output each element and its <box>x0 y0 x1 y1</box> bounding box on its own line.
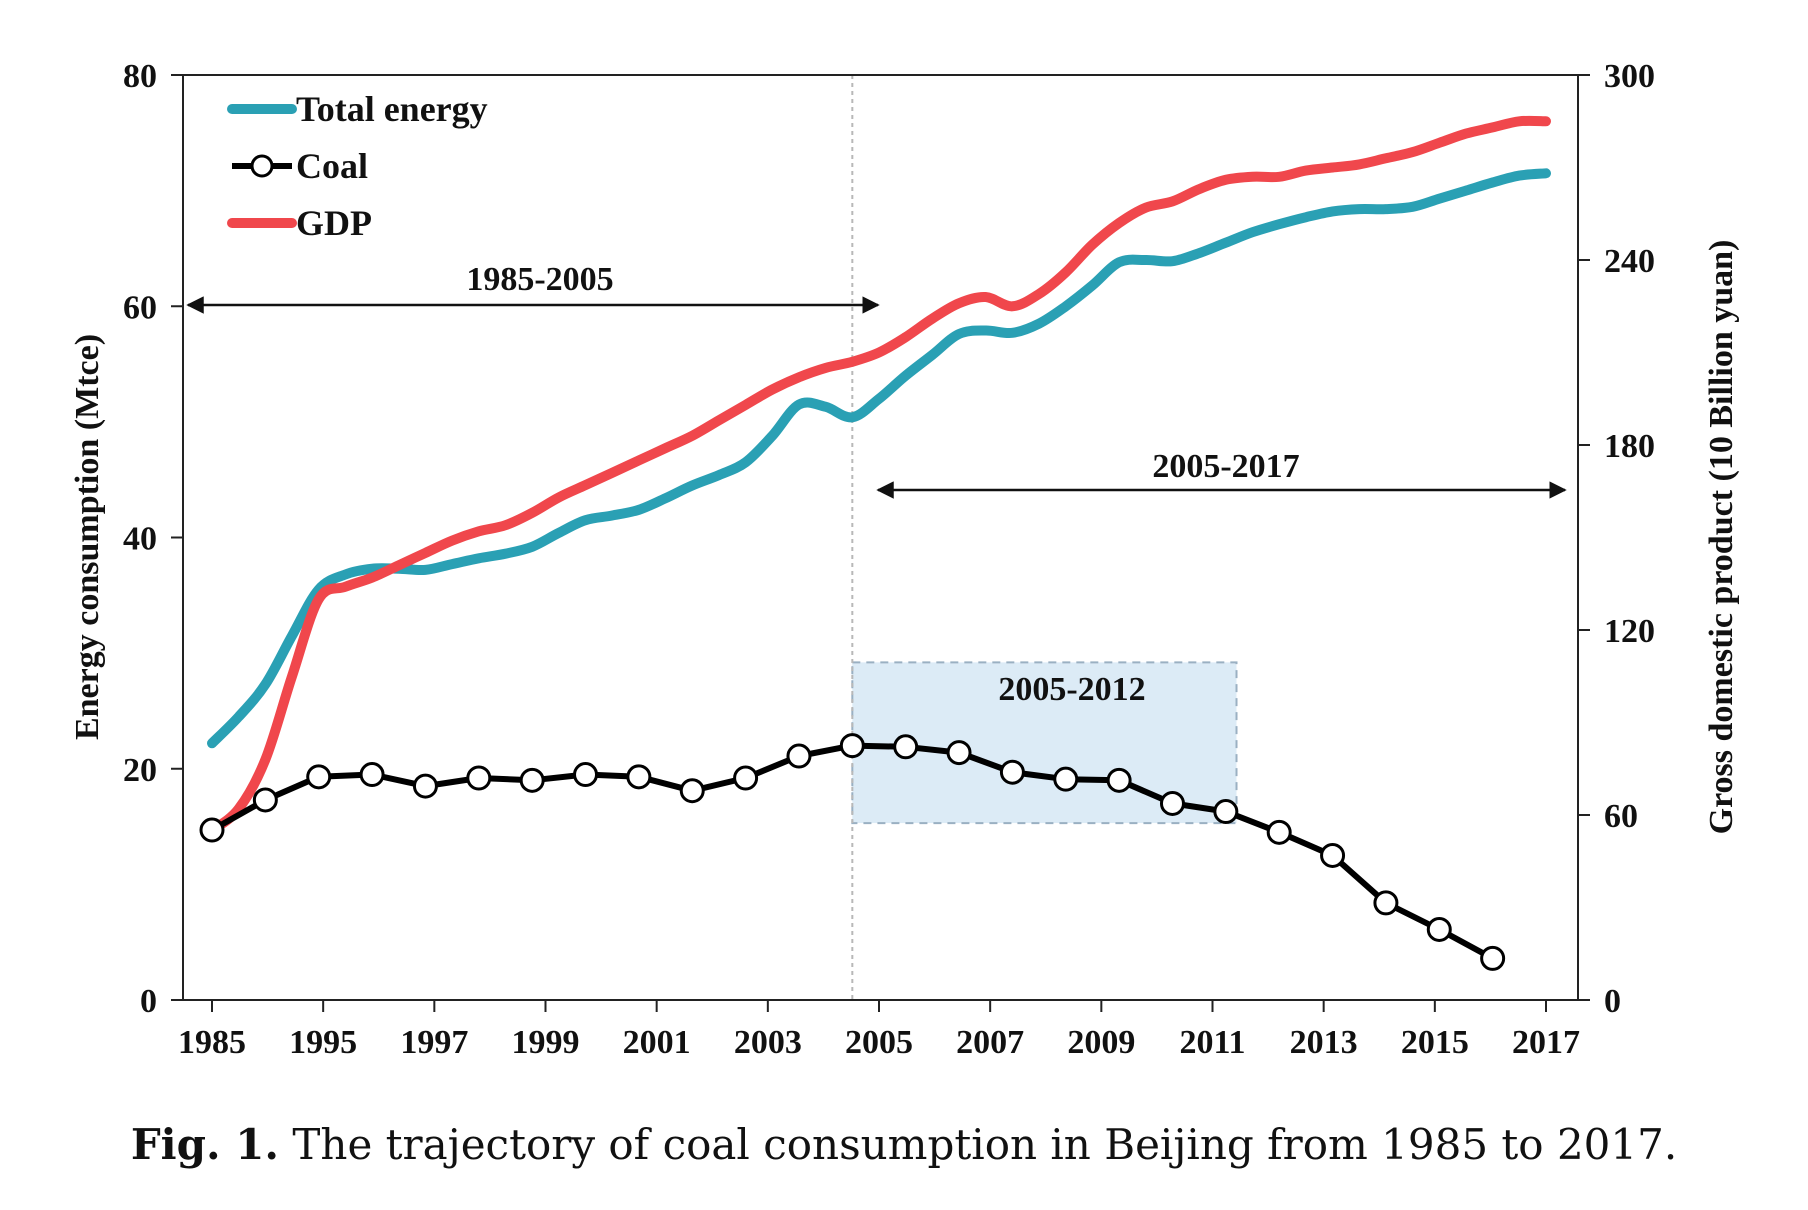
figure-caption: Fig. 1. The trajectory of coal consumpti… <box>0 1120 1808 1169</box>
x-tick-label: 2007 <box>956 1024 1024 1061</box>
coal-point <box>733 765 759 791</box>
coal-point <box>412 773 438 799</box>
coal-point <box>252 787 278 813</box>
legend: Total energy Coal GDP <box>227 89 488 243</box>
legend-label-coal: Coal <box>296 146 368 186</box>
coal-point <box>1106 767 1132 793</box>
coal-point <box>1159 790 1185 816</box>
x-tick-label: 1999 <box>512 1024 580 1061</box>
x-tick-label: 2009 <box>1067 1024 1135 1061</box>
left-tick-label: 20 <box>123 752 157 789</box>
coal-point <box>893 734 919 760</box>
x-tick-label: 1997 <box>400 1024 468 1061</box>
left-tick-label: 0 <box>140 983 157 1020</box>
left-axis: 0 20 40 60 80 <box>123 58 183 1020</box>
coal-point <box>1373 890 1399 916</box>
coal-point <box>306 764 332 790</box>
right-tick-label: 300 <box>1604 58 1655 95</box>
left-tick-label: 40 <box>123 521 157 558</box>
x-tick-label: 2011 <box>1179 1024 1245 1061</box>
x-tick-label: 2017 <box>1512 1024 1580 1061</box>
coal-point <box>573 762 599 788</box>
coal-point <box>999 759 1025 785</box>
legend-label-total-energy: Total energy <box>296 89 488 129</box>
caption-label: Fig. 1. <box>130 1120 280 1169</box>
x-tick-label: 2001 <box>623 1024 691 1061</box>
right-tick-label: 0 <box>1604 983 1621 1020</box>
coal-point <box>199 817 225 843</box>
left-tick-label: 80 <box>123 58 157 95</box>
left-tick-label: 60 <box>123 289 157 326</box>
x-tick-label: 1995 <box>289 1024 357 1061</box>
legend-label-gdp: GDP <box>296 203 372 243</box>
coal-point <box>839 733 865 759</box>
x-axis: 1985 1995 1997 1999 2001 2003 2005 2007 2009 2011… <box>178 1000 1580 1061</box>
x-tick-label: 1985 <box>178 1024 246 1061</box>
coal-point <box>1266 819 1292 845</box>
coal-point <box>1053 766 1079 792</box>
right-axis: 0 60 120 180 240 300 <box>1578 58 1655 1020</box>
x-tick-label: 2015 <box>1401 1024 1469 1061</box>
right-tick-label: 180 <box>1604 428 1655 465</box>
coal-point <box>359 762 385 788</box>
coal-point <box>946 740 972 766</box>
coal-point <box>519 767 545 793</box>
coal-point <box>786 743 812 769</box>
coal-point <box>1213 799 1239 825</box>
series-line-gdp <box>207 115 1551 836</box>
coal-point <box>679 778 705 804</box>
series-line-total-energy <box>207 168 1551 749</box>
caption-text: The trajectory of coal consumption in Be… <box>292 1120 1678 1169</box>
x-tick-label: 2013 <box>1290 1024 1358 1061</box>
x-tick-label: 2005 <box>845 1024 913 1061</box>
coal-point <box>1426 916 1452 942</box>
coal-point <box>626 764 652 790</box>
left-axis-title: Energy consumption (Mtce) <box>69 334 106 740</box>
coal-point <box>1480 945 1506 971</box>
right-tick-label: 120 <box>1604 613 1655 650</box>
coal-point <box>466 765 492 791</box>
x-tick-label: 2003 <box>734 1024 802 1061</box>
right-tick-label: 60 <box>1604 798 1638 835</box>
coal-markers <box>199 733 1506 971</box>
period-label-1985-2005: 1985-2005 <box>466 261 613 298</box>
shaded-box-label: 2005-2012 <box>998 671 1145 708</box>
right-axis-title: Gross domestic product (10 Billion yuan) <box>1703 240 1740 835</box>
legend-marker-coal <box>250 154 274 178</box>
coal-point <box>1320 842 1346 868</box>
period-label-2005-2017: 2005-2017 <box>1152 448 1299 485</box>
right-tick-label: 240 <box>1604 243 1655 280</box>
